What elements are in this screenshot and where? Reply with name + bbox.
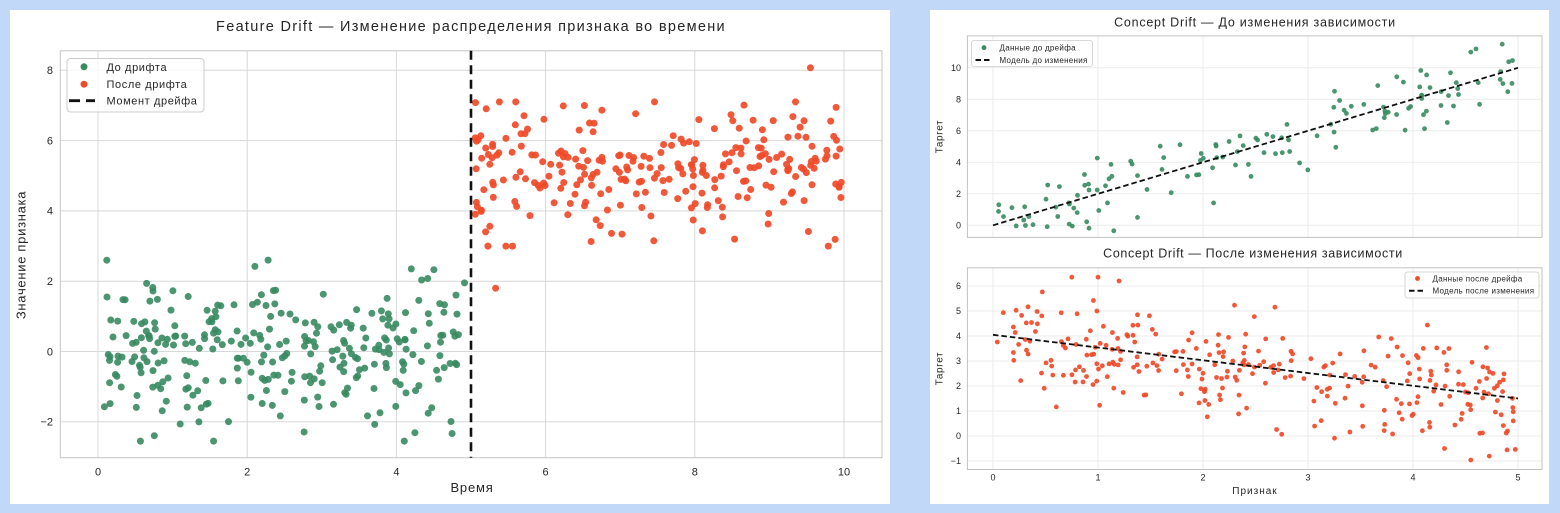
svg-text:5: 5 — [956, 306, 961, 316]
svg-text:Модель после изменения: Модель после изменения — [1433, 287, 1535, 296]
svg-text:8: 8 — [956, 95, 961, 105]
svg-text:Таргет: Таргет — [935, 120, 946, 154]
svg-text:Данные до дрейфа: Данные до дрейфа — [1000, 44, 1077, 53]
svg-text:4: 4 — [393, 467, 399, 479]
svg-text:Значение признака: Значение признака — [14, 191, 29, 319]
svg-text:1: 1 — [956, 406, 961, 416]
svg-text:3: 3 — [956, 356, 961, 366]
svg-text:6: 6 — [47, 135, 53, 147]
svg-text:−1: −1 — [951, 456, 961, 466]
svg-text:2: 2 — [47, 276, 53, 288]
svg-text:4: 4 — [1410, 473, 1415, 483]
svg-text:8: 8 — [47, 65, 53, 77]
svg-text:4: 4 — [47, 206, 53, 218]
svg-text:2: 2 — [956, 381, 961, 391]
svg-text:6: 6 — [956, 281, 961, 291]
svg-text:4: 4 — [956, 158, 961, 168]
svg-text:2: 2 — [956, 189, 961, 199]
svg-text:Concept Drift — До изменения з: Concept Drift — До изменения зависимости — [1114, 16, 1396, 30]
svg-text:До дрифта: До дрифта — [107, 62, 168, 74]
svg-text:0: 0 — [990, 473, 995, 483]
svg-text:Данные после дрейфа: Данные после дрейфа — [1433, 274, 1523, 283]
svg-text:Признак: Признак — [1232, 486, 1277, 497]
svg-text:Feature Drift — Изменение расп: Feature Drift — Изменение распределения … — [216, 19, 726, 35]
svg-text:6: 6 — [956, 126, 961, 136]
svg-text:0: 0 — [47, 346, 53, 358]
svg-text:Модель до изменения: Модель до изменения — [1000, 56, 1088, 65]
svg-text:10: 10 — [951, 63, 961, 73]
svg-text:Concept Drift — После изменени: Concept Drift — После изменения зависимо… — [1103, 246, 1403, 260]
svg-text:3: 3 — [1305, 473, 1310, 483]
svg-text:2: 2 — [244, 467, 250, 479]
svg-text:0: 0 — [95, 467, 101, 479]
svg-text:0: 0 — [956, 431, 961, 441]
svg-text:1: 1 — [1095, 473, 1100, 483]
svg-text:После дрифта: После дрифта — [107, 79, 188, 91]
svg-text:10: 10 — [838, 467, 850, 479]
svg-text:−2: −2 — [40, 417, 53, 429]
svg-text:2: 2 — [1200, 473, 1205, 483]
svg-text:4: 4 — [956, 331, 961, 341]
svg-text:0: 0 — [956, 221, 961, 231]
svg-text:Таргет: Таргет — [935, 352, 946, 386]
svg-text:Момент дрейфа: Момент дрейфа — [107, 96, 198, 108]
svg-text:Время: Время — [450, 480, 493, 495]
svg-text:6: 6 — [543, 467, 549, 479]
svg-text:5: 5 — [1515, 473, 1520, 483]
svg-text:8: 8 — [692, 467, 698, 479]
